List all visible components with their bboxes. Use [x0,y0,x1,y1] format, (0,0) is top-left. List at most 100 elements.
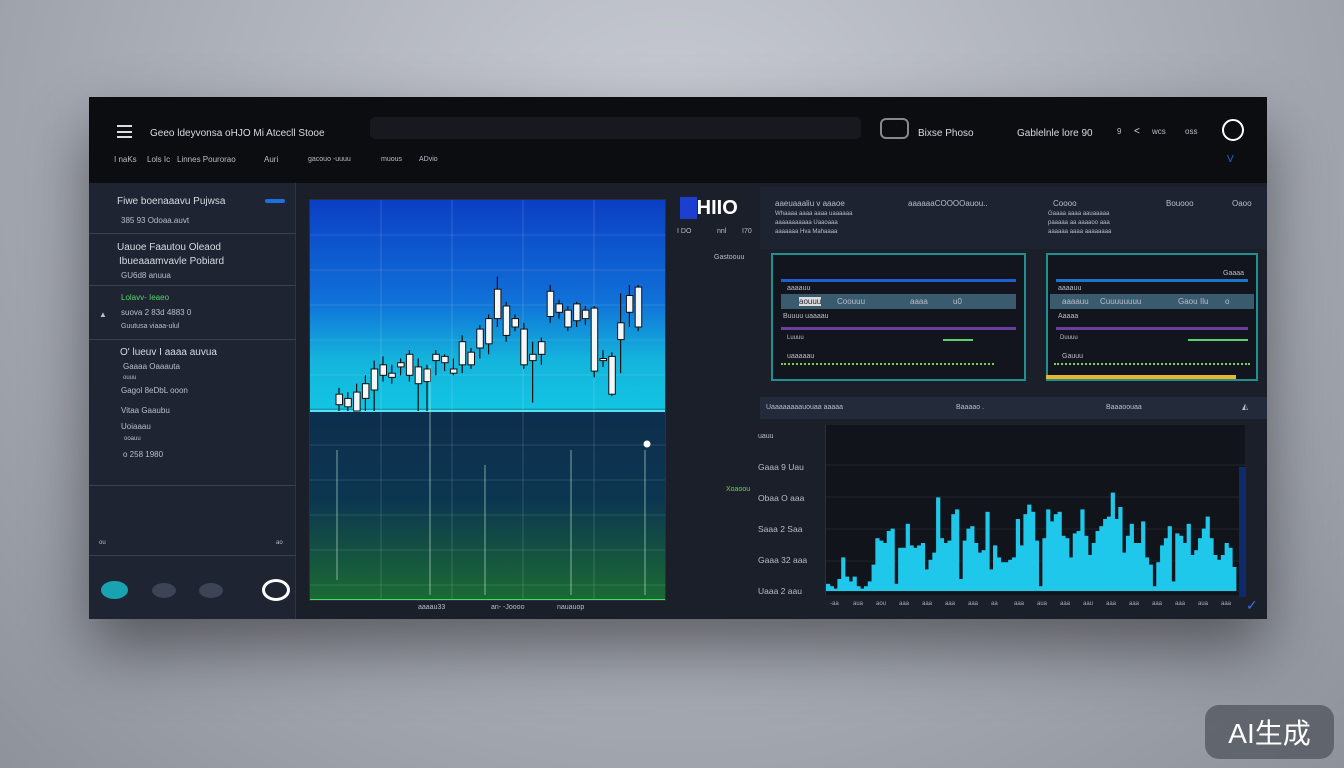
histogram-bar [1080,509,1085,591]
histogram-bar [882,543,888,591]
toolbar-item[interactable]: oss [1185,127,1198,136]
histogram-bar [939,538,945,591]
edit-button[interactable] [199,583,223,598]
candle [511,314,519,332]
histogram-bar [833,588,838,591]
histogram-bar [1114,519,1119,591]
candle [625,285,634,327]
histogram-bar [1171,581,1176,591]
menu-icon[interactable] [117,125,132,138]
x-tick-label: aaa [1221,601,1232,607]
nav-link[interactable]: gacouo -uuuu [308,156,351,163]
column-text: aaaaaaaaaaa Uaaoaaa [775,220,838,226]
candle [493,276,502,327]
histogram-bar [1194,550,1199,591]
histogram-bar [977,552,983,591]
histogram-bar [943,543,948,591]
nav-link[interactable]: Auri [264,155,279,164]
histogram-bar [1046,509,1051,591]
nav-link[interactable]: Linnes Pourorao [177,155,236,164]
scrollbar[interactable] [1239,467,1246,597]
histogram-bar [837,579,842,591]
histogram-bar [1144,557,1150,591]
histogram-bar [894,583,899,591]
nav-link[interactable]: muous [381,156,403,163]
sidebar-item-title: Ibueaaamvavle Pobiard [119,256,225,267]
histogram-bar [901,547,907,591]
histogram-bar [1201,528,1207,591]
expand-icon[interactable]: ◭ [1242,402,1249,411]
record-button[interactable] [262,579,290,601]
toggle-icon[interactable] [265,199,285,203]
histogram-bar [1118,507,1123,591]
card-label: uaaaaau [787,353,815,360]
histogram-bar [1228,547,1233,591]
sidebar-item-sub: ouuu [123,375,137,381]
histogram-bar [1068,557,1074,591]
sidebar-item-title[interactable]: Lolavv- Ieaeo [121,293,170,302]
x-axis-label: an- -Joooo [491,604,525,611]
avatar[interactable] [1222,119,1244,141]
histogram-bar [962,540,967,591]
cloud-button[interactable] [152,583,176,598]
x-tick-label: aua [853,601,864,607]
account-label[interactable]: Gablelnle lore 90 [1017,128,1093,139]
sidebar-item-title[interactable]: Fiwe boenaaavu Pujwsa [117,196,226,207]
x-axis-label: nauauop [557,604,585,611]
histogram-bar [1152,586,1157,591]
candle [344,392,352,411]
candle [564,306,572,332]
histogram-bar [951,514,956,591]
nav-link[interactable]: Lols Ic [147,155,171,164]
candle [467,348,475,369]
candle [414,358,423,411]
histogram-chart[interactable]: -aa aua aou aaa aaa aaa aaa aa aaa aua aaa aau aaa aa… [825,425,1246,607]
histogram-bar [1213,555,1218,591]
metric-card[interactable]: Gaaaa aaaauu aaaauu Cuuuuuuuu Gaou Ilu o… [1046,253,1258,381]
label: Gastoouu [714,254,745,261]
sidebar-item-title[interactable]: Uauoe Faautou Oleaod [117,242,221,253]
histogram-bar [985,511,990,591]
histogram-bar [1186,523,1191,591]
histogram-bar [1179,535,1184,591]
candle [432,350,440,376]
histogram-bar [947,540,952,591]
nav-link[interactable]: I naKs [114,155,137,164]
histogram-bar [1224,543,1229,591]
histogram-bar [1125,535,1131,591]
toolbar-item[interactable]: wcs [1152,127,1166,136]
back-icon[interactable]: < [1134,126,1140,137]
histogram-bar [989,569,994,591]
search-input[interactable] [370,117,861,139]
column-text: paaaaa aa aaaaoo aaa [1048,220,1110,226]
sidebar: Fiwe boenaaavu Pujwsa 385 93 Odoaa.auvt … [89,183,296,619]
sidebar-item-sub: Guutusa viaaa-ulul [121,323,180,330]
histogram-bar [1141,521,1146,591]
x-tick-label: aaa [1129,601,1140,607]
x-axis-label: aaaau33 [418,604,446,611]
home-button[interactable] [101,581,128,599]
candlestick-chart[interactable]: aaaau33 an- -Joooo nauauop [309,199,666,611]
histogram-bar [1209,538,1214,591]
settings-icon[interactable]: 9 [1117,127,1122,136]
sidebar-item-title[interactable]: O' lueuv I aaaa auvua [120,347,217,358]
histogram-bar [1099,526,1104,591]
x-tick-label: aua [1198,601,1209,607]
up-arrow-icon[interactable]: ▲ [99,310,107,319]
histogram-bar [981,550,986,591]
y-tick-label: Gaaa 9 Uau [758,462,804,472]
candle [599,350,607,367]
histogram-bar [879,540,884,591]
metric-card[interactable]: aaaauu aouuu Coouuu aaaa u0 Buuuu uaaaau… [771,253,1026,381]
photo-icon[interactable] [880,118,909,139]
card-value: Cuuuuuuuu [1100,297,1142,306]
histogram-bar [1038,586,1043,591]
nav-link[interactable]: ADvio [419,156,438,163]
sidebar-item-sub: Uoiaaau [121,422,151,431]
card-label: Luuuu [787,335,804,341]
chevron-down-icon[interactable]: V [1227,154,1234,165]
histogram-title: Baaaoouaa [1106,404,1142,411]
histogram-bar [1110,492,1115,591]
candle [520,322,528,369]
histogram-bar [920,543,926,591]
